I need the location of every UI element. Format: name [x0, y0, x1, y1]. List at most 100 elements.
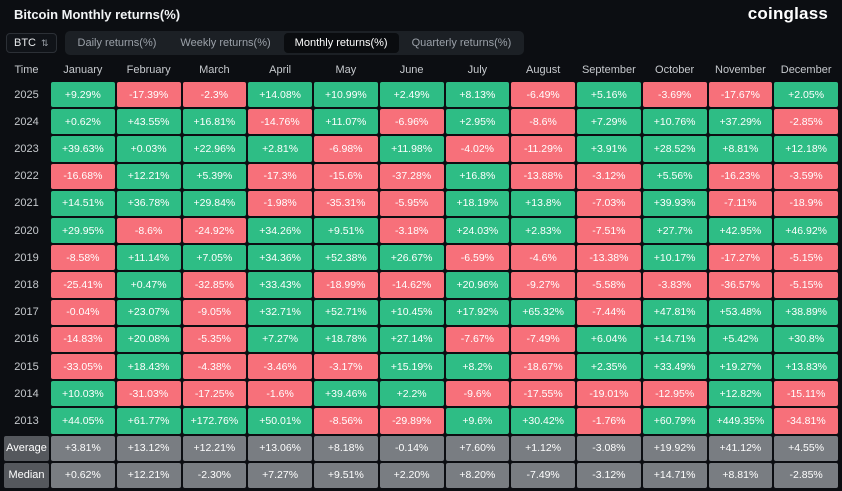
return-cell: +16.8% [445, 163, 510, 189]
return-cell: +8.13% [445, 82, 510, 108]
return-cell: +26.67% [379, 245, 444, 271]
return-cell: -7.11% [708, 190, 773, 217]
return-cell: +7.60% [445, 435, 510, 461]
return-cell: +19.27% [708, 354, 773, 380]
row-label: 2021 [14, 197, 39, 210]
return-cell: -5.15% [774, 245, 838, 271]
return-cell: +8.2% [445, 354, 510, 380]
return-cell: -13.38% [577, 245, 641, 271]
return-cell: +3.91% [577, 136, 641, 162]
tab-quarterly-returns[interactable]: Quarterly returns(%) [411, 37, 512, 49]
table-header-row: Time January February March April May June July… [3, 58, 839, 81]
return-cell: +12.21% [116, 163, 181, 189]
return-cell: +0.62% [51, 109, 115, 135]
return-cell: +27.7% [642, 218, 707, 244]
return-cell: +15.19% [379, 354, 444, 380]
return-cell: -3.69% [642, 82, 707, 108]
return-cell: +60.79% [642, 408, 707, 434]
table-row-2020: 2020 +29.95% -8.6% -24.92% +34.26% +9.51% -3.1… [3, 217, 839, 244]
table-row-2018: 2018 -25.41% +0.47% -32.85% +33.43% -18.99% -1… [3, 271, 839, 298]
return-cell: -18.99% [314, 272, 378, 298]
table-row-2025: 2025 +9.29% -17.39% -2.3% +14.08% +10.99% +2.4… [3, 81, 839, 108]
tab-daily-returns[interactable]: Daily returns(%) [77, 37, 157, 49]
return-cell: +8.18% [314, 435, 378, 461]
return-cell: -9.6% [445, 381, 510, 407]
tab-monthly-returns[interactable]: Monthly returns(%) [283, 33, 399, 53]
return-cell: +8.20% [445, 462, 510, 489]
return-cell: -29.89% [379, 408, 444, 434]
column-header-february: February [126, 63, 171, 76]
return-cell: +27.14% [379, 326, 444, 353]
return-cell: +2.20% [379, 462, 444, 489]
tab-weekly-returns[interactable]: Weekly returns(%) [180, 37, 271, 49]
return-cell: -3.59% [774, 163, 838, 189]
return-cell: -7.49% [511, 326, 575, 353]
return-cell: +10.76% [642, 109, 707, 135]
row-label: Median [4, 462, 49, 489]
return-cell: -5.58% [577, 272, 641, 298]
return-cell: -3.83% [642, 272, 707, 298]
column-header-time: Time [14, 63, 39, 76]
return-cell: -4.38% [182, 354, 247, 380]
return-cell: +0.62% [51, 462, 115, 489]
return-cell: +7.27% [248, 462, 312, 489]
return-cell: -7.44% [577, 299, 641, 325]
return-cell: +37.29% [708, 109, 773, 135]
return-cell: -17.67% [708, 82, 773, 108]
return-cell: -35.31% [314, 190, 378, 217]
return-cell: +2.05% [774, 82, 838, 108]
table-row-2017: 2017 -0.04% +23.07% -9.05% +32.71% +52.71% +10… [3, 299, 839, 326]
return-cell: +11.07% [314, 109, 378, 135]
column-header-december: December [780, 63, 832, 76]
return-cell: +10.99% [314, 82, 378, 108]
return-cell: -3.46% [248, 354, 312, 380]
return-cell: -0.14% [379, 435, 444, 461]
return-cell: -33.05% [51, 354, 115, 380]
return-cell: -31.03% [116, 381, 181, 407]
return-cell: +2.2% [379, 381, 444, 407]
return-cell: +39.93% [642, 190, 707, 217]
return-cell: +43.55% [116, 109, 181, 135]
return-cell: +34.36% [248, 245, 312, 271]
return-cell: -12.95% [642, 381, 707, 407]
coinglass-logo[interactable]: coinglass [747, 4, 828, 23]
column-header-august: August [526, 63, 561, 76]
row-label: 2018 [14, 279, 39, 292]
return-cell: +23.07% [116, 299, 181, 325]
return-cell: +13.8% [511, 190, 575, 217]
return-cell: +7.05% [182, 245, 247, 271]
symbol-select[interactable]: BTC ⇅ [6, 33, 57, 53]
return-cell: +0.03% [116, 136, 181, 162]
return-cell: +0.47% [116, 272, 181, 298]
return-cell: -5.35% [182, 326, 247, 353]
return-cell: -13.88% [511, 163, 575, 189]
return-cell: +24.03% [445, 218, 510, 244]
return-cell: +52.38% [314, 245, 378, 271]
return-cell: +53.48% [708, 299, 773, 325]
return-cell: -18.67% [511, 354, 575, 380]
return-cell: +61.77% [116, 408, 181, 434]
return-cell: +5.56% [642, 163, 707, 189]
table-row-2015: 2015 -33.05% +18.43% -4.38% -3.46% -3.17% +15.… [3, 353, 839, 380]
return-cell: +12.21% [182, 435, 247, 461]
returns-table: Time January February March April May June July… [0, 58, 842, 489]
return-cell: +47.81% [642, 299, 707, 325]
return-cell: -7.03% [577, 190, 641, 217]
return-cell: -9.27% [511, 272, 575, 298]
row-label: 2014 [14, 387, 39, 400]
return-cell: +29.84% [182, 190, 247, 217]
return-cell: +44.05% [51, 408, 115, 434]
return-cell: +14.71% [642, 462, 707, 489]
return-cell: -0.04% [51, 299, 115, 325]
return-cell: -8.6% [511, 109, 575, 135]
row-label: 2024 [14, 115, 39, 128]
return-cell: -9.05% [182, 299, 247, 325]
return-cell: +6.04% [577, 326, 641, 353]
table-row-2014: 2014 +10.03% -31.03% -17.25% -1.6% +39.46% +2.… [3, 380, 839, 407]
column-header-march: March [199, 63, 230, 76]
return-cell: -6.98% [314, 136, 378, 162]
column-header-june: June [399, 63, 424, 76]
return-cell: -17.27% [708, 245, 773, 271]
table-row-2021: 2021 +14.51% +36.78% +29.84% -1.98% -35.31% -5… [3, 190, 839, 217]
return-cell: -37.28% [379, 163, 444, 189]
